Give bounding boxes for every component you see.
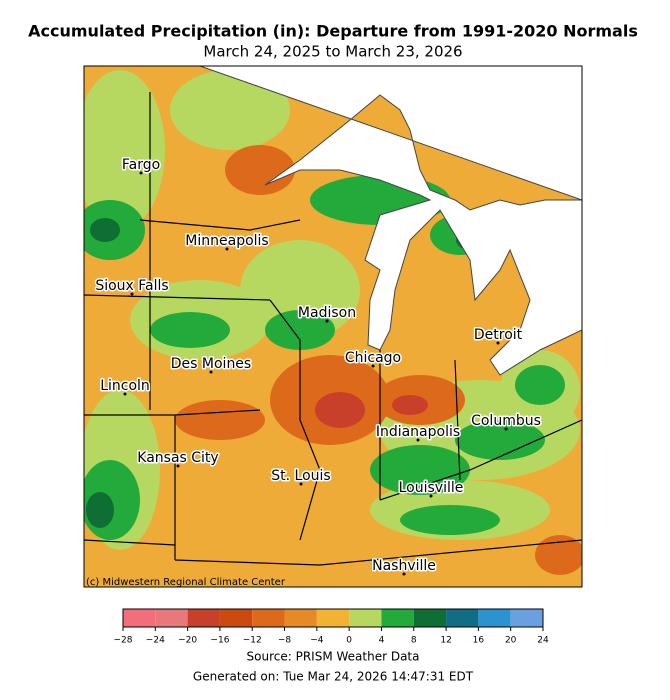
city-dot xyxy=(325,319,329,323)
colorbar-frame xyxy=(122,608,544,628)
colorbar-tick-label: 16 xyxy=(473,636,485,646)
colorbar-segment xyxy=(219,609,253,627)
city-dot xyxy=(176,464,180,468)
city-label: Lincoln xyxy=(100,378,150,394)
city-dot xyxy=(209,370,213,374)
colorbar-segment xyxy=(381,609,414,627)
city-dot xyxy=(123,392,127,396)
colorbar-segment xyxy=(478,609,511,627)
city-label: Madison xyxy=(298,305,356,321)
city-dot xyxy=(496,341,500,345)
colorbar-segment xyxy=(187,609,220,627)
city-label: Sioux Falls xyxy=(95,278,168,294)
credit: (c) Midwestern Regional Climate Center xyxy=(86,577,286,588)
map-frame xyxy=(83,65,583,588)
colorbar-tick-label: −28 xyxy=(114,636,133,646)
city-label: Chicago xyxy=(345,350,401,366)
colorbar-tick-label: 24 xyxy=(537,636,549,646)
colorbar-tick-label: −12 xyxy=(243,636,262,646)
city-dot xyxy=(299,482,303,486)
colorbar-segment xyxy=(252,609,285,627)
colorbar-segment xyxy=(284,609,317,627)
city-label: Kansas City xyxy=(137,450,218,466)
city-label: Fargo xyxy=(122,157,160,173)
map xyxy=(84,66,582,587)
city-label: Des Moines xyxy=(171,356,251,372)
city-dot xyxy=(371,364,375,368)
colorbar-segment xyxy=(123,609,156,627)
colorbar-segment xyxy=(413,609,447,627)
subtitle: March 24, 2025 to March 23, 2026 xyxy=(203,43,462,61)
colorbar-segment xyxy=(446,609,479,627)
city-dot xyxy=(416,438,420,442)
city-label: Nashville xyxy=(372,558,436,574)
colorbar-segment xyxy=(349,609,382,627)
city-dot xyxy=(225,247,229,251)
city-dot xyxy=(139,171,143,175)
city-dot xyxy=(504,427,508,431)
colorbar-tick-label: −24 xyxy=(146,636,165,646)
colorbar-segment xyxy=(155,609,188,627)
city-label: Detroit xyxy=(474,327,523,343)
colorbar-tick-label: −8 xyxy=(278,636,292,646)
colorbar-tick-label: −16 xyxy=(210,636,229,646)
colorbar-segment xyxy=(316,609,350,627)
city-dot xyxy=(402,572,406,576)
colorbar-tick-label: 8 xyxy=(411,636,417,646)
title: Accumulated Precipitation (in): Departur… xyxy=(28,22,638,41)
city-label: St. Louis xyxy=(271,468,330,484)
colorbar-tick-label: −4 xyxy=(310,636,324,646)
colorbar-tick-label: 0 xyxy=(346,636,352,646)
colorbar-tick-label: −20 xyxy=(178,636,197,646)
colorbar-tick-label: 4 xyxy=(379,636,385,646)
generated: Generated on: Tue Mar 24, 2026 14:47:31 … xyxy=(193,670,474,684)
city-dot xyxy=(429,494,433,498)
source: Source: PRISM Weather Data xyxy=(247,650,420,664)
city-label: Louisville xyxy=(399,480,464,496)
city-label: Minneapolis xyxy=(185,233,268,249)
city-dot xyxy=(130,292,134,296)
colorbar-tick-label: 20 xyxy=(505,636,517,646)
colorbar-tick-label: 12 xyxy=(440,636,451,646)
colorbar-segment xyxy=(510,609,543,627)
city-label: Columbus xyxy=(471,413,541,429)
city-label: Indianapolis xyxy=(376,424,460,440)
